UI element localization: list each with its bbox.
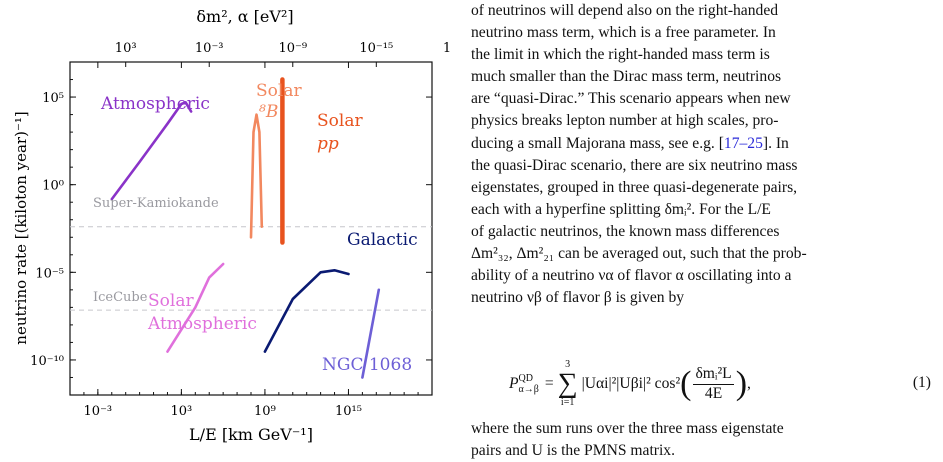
text-line: ducing a small Majorana mass, see e.g. [ — [471, 134, 724, 152]
x-tick-label: 10⁻³ — [84, 404, 113, 419]
citation-link[interactable]: 17–25 — [723, 134, 763, 152]
text-line: Δm²₃₂, Δm²₂₁ can be averaged out, such t… — [471, 245, 807, 263]
series-line-solar-b — [249, 113, 264, 239]
series-line-solar-atmospheric — [166, 262, 225, 353]
text-line: eigenstates, grouped in three quasi-dege… — [471, 178, 798, 196]
text-line: are “quasi-Dirac.” This scenario appears… — [471, 90, 791, 108]
eq-lhs-sub: α→β — [518, 384, 539, 395]
label-galactic: Galactic — [347, 230, 418, 250]
text-line: physics breaks lepton number at high sca… — [471, 112, 779, 130]
x-tick-label: 10⁹ — [254, 404, 276, 419]
top-tick-label: 10³ — [115, 41, 137, 56]
top-tick-label: 10⁻⁹ — [278, 41, 307, 56]
x-axis-label: L/E [km GeV⁻¹] — [189, 425, 313, 444]
left-paren: ( — [680, 365, 692, 402]
text-line: each with a hyperfine splitting δmᵢ². Fo… — [471, 200, 771, 218]
x-tick-label: 10¹⁵ — [335, 404, 362, 419]
sum-symbol: ∑ — [557, 368, 578, 399]
y-tick-label: 10⁰ — [42, 179, 64, 194]
y-tick-label: 10⁵ — [42, 91, 64, 106]
eq-lhs: P — [509, 374, 519, 392]
text-line: ]. In — [762, 134, 789, 152]
text-line: neutrino mass term, which is a free para… — [471, 24, 776, 42]
equation-1: P QD α→β = 3 ∑ i=1 |Uαi|²|Uβi|² cos² ( δ… — [471, 354, 937, 414]
top-tick-label: 10⁻²¹ — [443, 41, 452, 56]
label-solar-pp-2: pp — [317, 134, 339, 154]
series-line-ngc-1068 — [361, 288, 381, 379]
super-kamiokande-label: Super-Kamiokande — [93, 196, 219, 211]
eq-lhs-sup: QD — [518, 373, 533, 384]
fraction-numerator: δmᵢ²L — [693, 365, 734, 385]
equation-body: P QD α→β = 3 ∑ i=1 |Uαi|²|Uβi|² cos² ( δ… — [509, 354, 751, 414]
text-line: ability of a neutrino να of flavor α osc… — [471, 267, 792, 285]
y-tick-label: 10⁻⁵ — [35, 266, 64, 281]
top-tick-label: 10⁻¹⁵ — [359, 41, 393, 56]
label-solar-8b-1: Solar — [256, 81, 302, 101]
text-line: much smaller than the Dirac mass term, n… — [471, 68, 782, 86]
eq-fraction: δmᵢ²L 4E — [693, 365, 734, 403]
fraction-denominator: 4E — [704, 384, 723, 402]
text-line: pairs and U is the PMNS matrix. — [471, 442, 676, 460]
top-axis-label: δm², α [eV²] — [196, 7, 293, 26]
series-line-galactic — [263, 269, 350, 353]
eq-trailing: , — [747, 374, 751, 392]
text-line: where the sum runs over the three mass e… — [471, 420, 784, 437]
sum-upper-limit: 3 — [565, 359, 571, 370]
paragraph: of neutrinos will depend also on the rig… — [471, 0, 937, 309]
label-solar-atmospheric-2: Atmospheric — [147, 314, 257, 334]
label-solar-8b-2: ⁸B — [259, 102, 278, 122]
sum-lower-limit: i=1 — [560, 397, 575, 408]
series-line-atmospheric — [110, 101, 193, 201]
neutrino-rate-chart: δm², α [eV²] 10⁻³ 10³ 10⁹ 10¹⁵ 10⁵ 10⁰ 10⁻⁵ 10⁻… — [12, 7, 452, 444]
sum-operator: 3 ∑ i=1 — [558, 360, 578, 408]
equation-number: (1) — [912, 374, 931, 391]
paragraph: where the sum runs over the three mass e… — [471, 418, 937, 462]
label-atmospheric: Atmospheric — [100, 94, 210, 114]
text-line: the limit in which the right-handed mass… — [471, 46, 770, 64]
x-tick-label: 10³ — [171, 404, 193, 419]
y-tick-label: 10⁻¹⁰ — [30, 354, 64, 369]
body-text-column: of neutrinos will depend also on the rig… — [471, 0, 937, 459]
eq-term: |Uαi|²|Uβi|² cos² — [581, 374, 681, 392]
text-line: the quasi-Dirac scenario, there are six … — [471, 156, 798, 174]
icecube-label: IceCube — [93, 290, 148, 305]
text-line: of neutrinos will depend also on the rig… — [471, 2, 779, 19]
text-line: of galactic neutrinos, the known mass di… — [471, 222, 780, 240]
label-solar-atmospheric-1: Solar — [148, 291, 194, 311]
eq-equals: = — [544, 374, 554, 392]
y-axis-label: neutrino rate [(kiloton year)⁻¹] — [12, 111, 30, 344]
label-solar-pp-1: Solar — [317, 111, 363, 131]
label-ngc-1068: NGC 1068 — [322, 355, 412, 375]
text-line: neutrino νβ of flavor β is given by — [471, 289, 685, 307]
top-tick-label: 10⁻³ — [195, 41, 224, 56]
right-paren: ) — [735, 365, 748, 402]
